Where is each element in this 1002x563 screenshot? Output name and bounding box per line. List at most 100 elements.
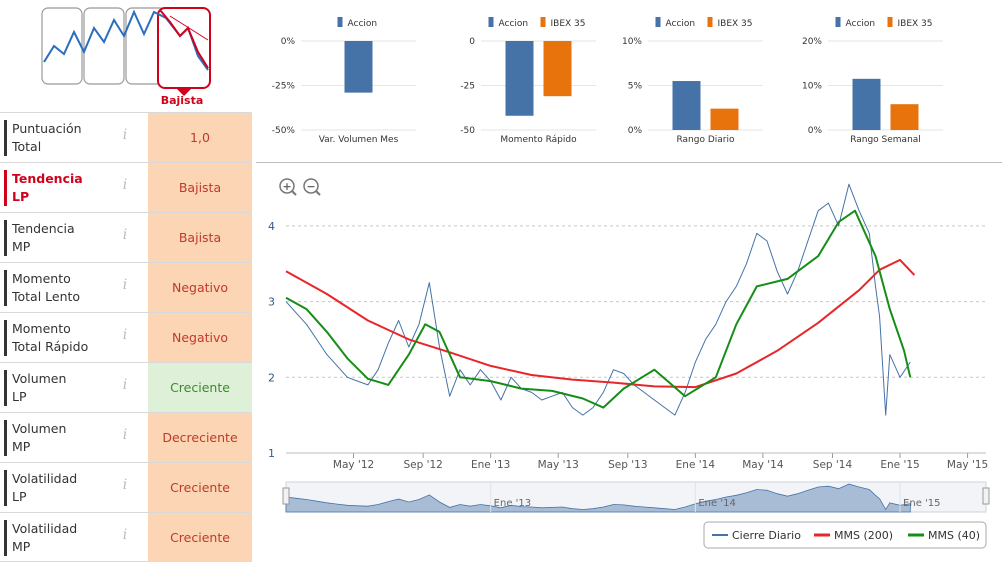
y-tick-label: -25% [272,82,296,92]
legend-label: Cierre Diario [732,529,801,542]
mini-charts: Accion 0% -25% -50% Var. Volumen Mes Accion IB… [272,17,943,145]
series-mms-200- [285,258,916,389]
metric-label-line2: Total Lento [12,289,81,304]
x-tick-label: May '14 [742,459,784,471]
range-navigator[interactable]: Ene '13 Ene '14 Ene '15 [282,481,990,513]
info-icon[interactable]: i [122,377,128,393]
metric-value: Negativo [148,313,252,362]
y-tick-label: -50 [460,126,475,136]
metric-label: Tendencia MP [12,220,122,256]
y-tick-label: 10% [802,82,822,92]
bar-accion [852,78,881,130]
trend-widget: Bajista [41,7,211,107]
zoom-out-handle [315,190,321,196]
metric-label-line2: LP [12,489,27,504]
trend-pointer-icon [176,88,192,96]
legend-label: IBEX 35 [898,19,933,29]
x-tick-label: May '15 [947,459,988,471]
metric-label-line1: Tendencia [12,221,75,236]
metric-label: Volatilidad MP [12,520,122,556]
zoom-out-glyph: − [306,180,315,193]
x-tick-label: Ene '15 [880,459,919,471]
x-tick-label: Ene '13 [471,459,510,471]
y-tick-label: 0 [469,37,475,47]
info-icon[interactable]: i [122,327,128,343]
zoom-in-icon [279,178,295,194]
metric-label: Volumen MP [12,420,122,456]
x-category-label: Rango Semanal [850,135,921,145]
metric-row: Momento Total Rápido i Negativo [0,312,252,362]
metric-value: Negativo [148,263,252,312]
bar-ibex [890,104,919,130]
legend-label: MMS (200) [834,529,893,542]
metric-label: Tendencia LP [12,170,122,206]
zoom-in-button[interactable]: + [279,178,297,196]
legend-label: IBEX 35 [718,19,753,29]
info-icon[interactable]: i [122,177,128,193]
metric-label: Volumen LP [12,370,122,406]
metric-value: Creciente [148,463,252,512]
legend-label: Accion [499,19,529,29]
metric-label: Puntuación Total [12,120,122,156]
navigator-handle-right[interactable] [982,487,990,505]
info-icon[interactable]: i [122,427,128,443]
metric-label: Volatilidad LP [12,470,122,506]
trend-label: Bajista [161,94,204,107]
metric-value: Bajista [148,213,252,262]
mini-chart-4: Accion IBEX 35 20% 10% 0% Rango Semanal [802,17,943,145]
metric-marker [4,270,7,306]
zoom-in-handle [291,190,297,196]
legend-label: Accion [348,19,378,29]
navigator-label: Ene '15 [903,498,940,509]
x-tick-label: Sep '14 [813,459,853,471]
metric-label-line1: Volatilidad [12,471,78,486]
metric-label-line1: Tendencia [12,171,83,186]
info-icon[interactable]: i [122,227,128,243]
metric-marker [4,420,7,456]
y-tick-label: 1 [268,447,275,460]
x-tick-label: May '13 [538,459,579,471]
trend-tile-selected[interactable] [157,7,211,89]
chart-legend: Cierre Diario MMS (200) MMS (40) [703,521,987,549]
legend-item[interactable]: Cierre Diario [712,529,801,542]
legend-item[interactable]: MMS (40) [908,529,980,542]
metric-label-line2: Total [12,139,42,154]
metric-marker [4,520,7,556]
metric-row: Momento Total Lento i Negativo [0,262,252,312]
zoom-in-glyph: + [282,180,291,193]
legend-item[interactable]: MMS (200) [814,529,893,542]
zoom-out-button[interactable]: − [303,178,321,196]
metric-label-line2: MP [12,539,31,554]
legend-swatch [707,17,713,27]
legend-label: MMS (40) [928,529,980,542]
trend-tile-1[interactable] [41,7,83,85]
metric-value: Creciente [148,363,252,412]
y-tick-label: -25 [460,82,475,92]
metric-marker [4,320,7,356]
info-icon[interactable]: i [122,527,128,543]
x-tick-label: Ene '14 [676,459,716,471]
legend-label: Accion [846,19,876,29]
info-icon[interactable]: i [122,277,128,293]
y-tick-label: 2 [268,371,275,384]
metric-label-line2: LP [12,389,27,404]
x-tick-label: May '12 [333,459,374,471]
info-icon[interactable]: i [122,477,128,493]
x-tick-label: Sep '12 [403,459,442,471]
navigator-handle-left[interactable] [282,487,290,505]
metric-marker [4,470,7,506]
metric-label-line1: Volatilidad [12,521,78,536]
info-icon[interactable]: i [122,127,128,143]
metric-label-line2: MP [12,439,31,454]
navigator-area [285,483,911,513]
metric-label-line1: Momento [12,321,71,336]
metric-row: Volumen LP i Creciente [0,362,252,412]
trend-tile-2[interactable] [83,7,125,85]
bar-ibex [710,108,739,130]
legend-swatch [540,17,546,27]
legend-box [703,521,987,549]
metric-value: Bajista [148,163,252,212]
y-tick-label: 0% [808,126,823,136]
bar-ibex [543,41,572,97]
mini-chart-2: Accion IBEX 35 0 -25 -50 Momento Rápido [460,17,596,145]
